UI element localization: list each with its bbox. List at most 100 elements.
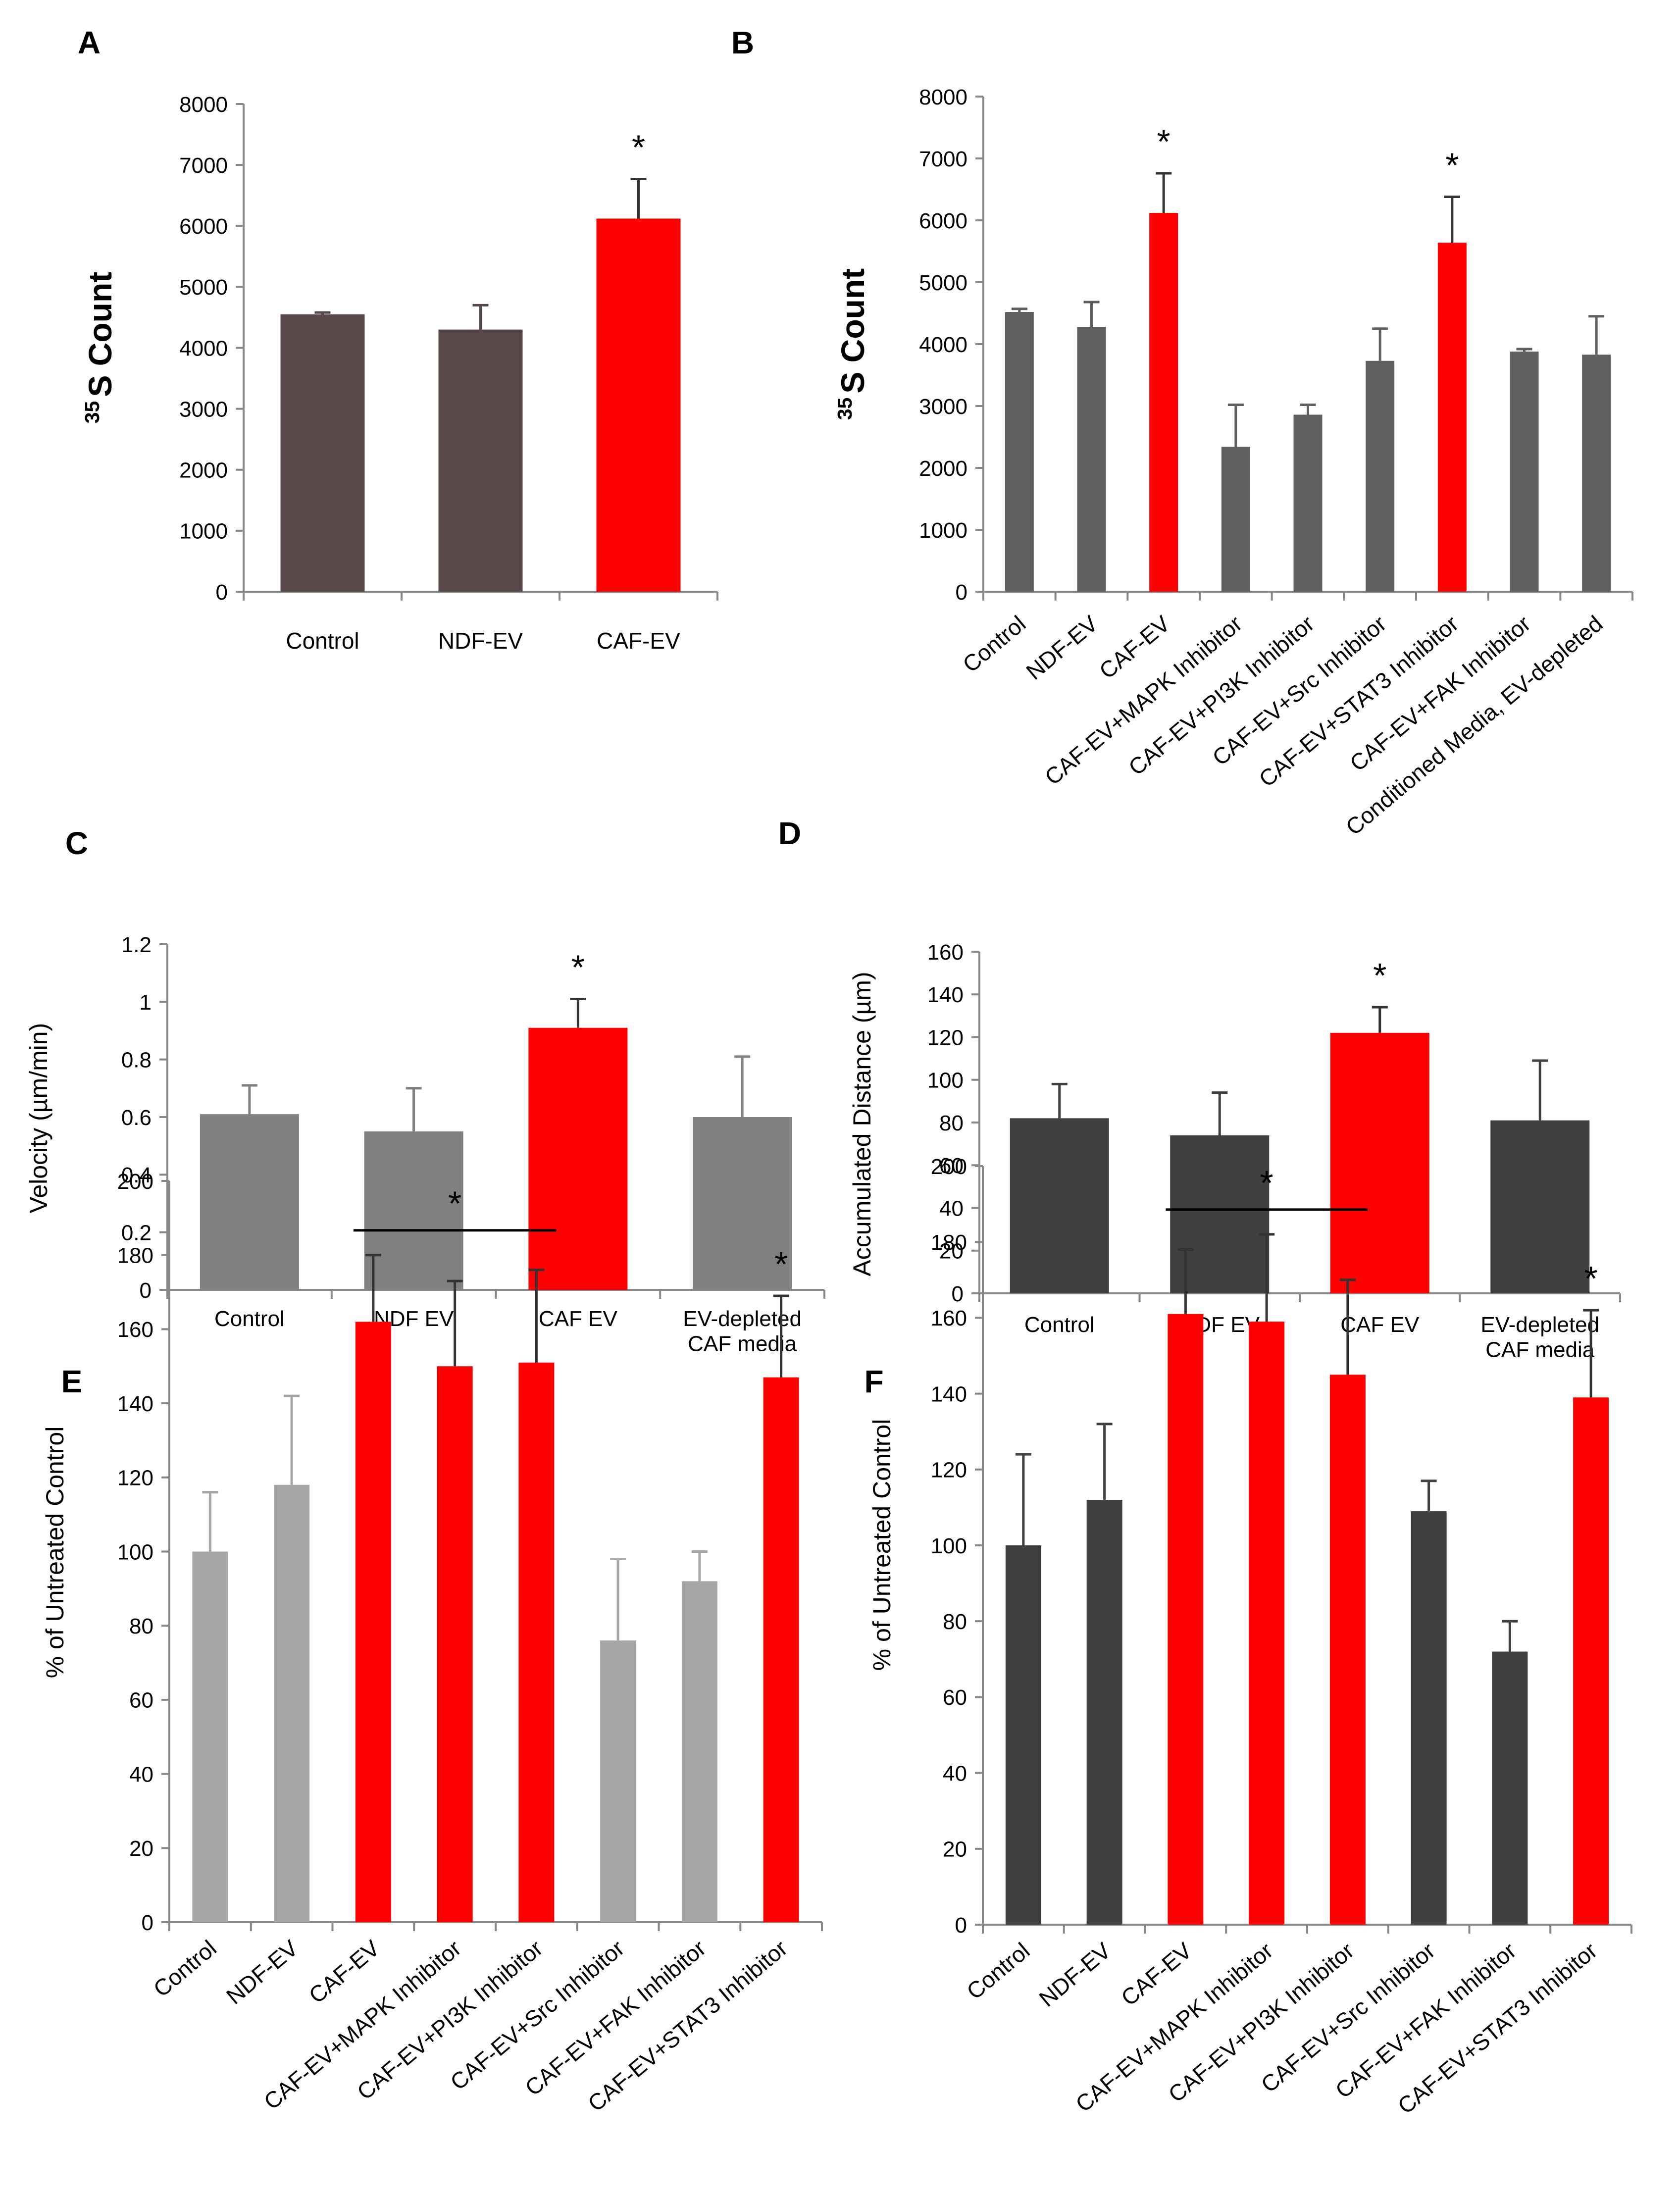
bar-control — [200, 1114, 299, 1290]
panel-letter-b: B — [731, 25, 754, 60]
y-tick-label: 60 — [943, 1685, 967, 1710]
bar-caf-ev-stat3-inhibitor — [1437, 243, 1467, 592]
x-category-label-line: Control — [214, 1307, 285, 1331]
bar-caf-ev-src-inhibitor — [1366, 360, 1395, 592]
significance-star: * — [1157, 122, 1171, 161]
y-tick-label: 120 — [117, 1466, 153, 1490]
panel-a-chart: A 35 S Count 0 1000 2000 3000 4000 5000 6000 7000 8… — [78, 25, 718, 654]
bar-ev-depleted-caf-media — [693, 1117, 792, 1290]
y-tick-label: 160 — [927, 940, 964, 965]
x-category-label: CAF-EV — [597, 628, 680, 654]
y-axis-label: 35 S Count — [833, 268, 871, 420]
y-tick-label: 0.6 — [121, 1106, 152, 1130]
y-tick-label: 6000 — [919, 209, 967, 233]
y-tick-label: 200 — [117, 1170, 153, 1194]
y-tick-label: 0 — [955, 1913, 967, 1938]
x-category-label-line: Control — [1024, 1313, 1095, 1337]
bar-caf-ev-mapk-inhibitor — [1249, 1322, 1285, 1925]
bar-conditioned-media-ev-depleted — [1582, 355, 1611, 592]
y-tick-label: 0 — [956, 580, 967, 605]
y-tick-label: 40 — [939, 1196, 964, 1221]
significance-star: * — [1445, 146, 1459, 185]
significance-star: * — [632, 128, 645, 166]
bar-control — [1005, 1545, 1041, 1925]
y-tick-label: 2000 — [919, 457, 967, 481]
y-tick-label: 8000 — [919, 85, 967, 109]
y-tick-label: 4000 — [179, 336, 228, 360]
bar-caf-ev-pi3k-inhibitor — [1329, 1375, 1366, 1925]
y-tick-label: 100 — [117, 1540, 153, 1564]
y-tick-label: 5000 — [179, 275, 228, 300]
significance-star: * — [1584, 1259, 1598, 1298]
x-category-label-line: CAF media — [1485, 1338, 1595, 1362]
y-tick-label: 40 — [943, 1761, 967, 1786]
panel-letter-f: F — [864, 1364, 883, 1399]
bar-caf-ev-pi3k-inhibitor — [1293, 414, 1323, 592]
bar-caf-ev-src-inhibitor — [600, 1640, 636, 1922]
x-category-label: EV-depleted CAF media — [683, 1307, 802, 1356]
bar-control — [1005, 312, 1034, 592]
y-tick-label: 200 — [931, 1155, 967, 1179]
x-category-label: EV-depleted CAF media — [1480, 1313, 1599, 1362]
y-tick-label: 0 — [952, 1282, 964, 1306]
y-tick-label: 3000 — [919, 395, 967, 419]
bar-control — [192, 1551, 228, 1922]
x-category-label: CAF EV — [539, 1307, 618, 1331]
x-category-label: CAF-EV — [304, 1935, 385, 2008]
bar-caf-ev — [355, 1322, 391, 1922]
y-tick-label: 140 — [931, 1382, 967, 1406]
y-tick-label: 7000 — [919, 147, 967, 171]
x-category-label-line: CAF-EV — [597, 628, 680, 654]
panel-c-chart: C Velocity (µm/min) 0 0.2 0.4 0.6 0.8 1 1.2 Contr… — [25, 825, 825, 1356]
y-tick-label: 0.2 — [121, 1221, 152, 1245]
x-category-label: CAF EV — [1340, 1313, 1420, 1337]
y-tick-label: 160 — [931, 1306, 967, 1330]
y-tick-label: 180 — [117, 1244, 153, 1268]
y-tick-label: 100 — [931, 1534, 967, 1558]
x-category-label-line: CAF media — [688, 1332, 797, 1356]
y-tick-label: 80 — [129, 1614, 153, 1638]
y-tick-label: 140 — [927, 983, 964, 1007]
y-tick-label: 0 — [216, 580, 228, 605]
bar-caf-ev — [1149, 213, 1178, 592]
y-tick-label: 20 — [129, 1837, 153, 1861]
bar-ndf-ev — [274, 1484, 310, 1922]
y-tick-label: 80 — [943, 1610, 967, 1634]
bar-caf-ev-fak-inhibitor — [681, 1581, 717, 1922]
y-axis-label: % of Untreated Control — [868, 1419, 896, 1671]
y-tick-label: 140 — [117, 1392, 153, 1416]
x-category-label: Control — [286, 628, 359, 654]
significance-star: * — [571, 948, 585, 987]
bar-caf-ev-src-inhibitor — [1411, 1511, 1447, 1925]
x-category-label: CAF-EV — [1116, 1938, 1197, 2011]
y-tick-label: 1 — [140, 990, 152, 1015]
x-category-label-line: CAF EV — [1340, 1313, 1420, 1337]
x-category-label-line: NDF-EV — [438, 628, 523, 654]
x-category-label-line: CAF EV — [539, 1307, 618, 1331]
bar-caf-ev-stat3-inhibitor — [763, 1377, 799, 1922]
y-axis-label-text: S Count — [82, 272, 118, 397]
y-tick-label: 60 — [939, 1154, 964, 1178]
y-tick-label: 0 — [140, 1278, 152, 1303]
bar-caf-ev-mapk-inhibitor — [1221, 447, 1250, 592]
x-category-label: NDF-EV — [438, 628, 523, 654]
bar-ndf-ev — [1077, 327, 1106, 592]
y-axis-label: 35 S Count — [81, 272, 118, 424]
y-tick-label: 0 — [142, 1911, 153, 1935]
bar-ndf-ev — [438, 329, 523, 592]
significance-star: * — [774, 1245, 788, 1283]
y-tick-label: 100 — [927, 1069, 964, 1093]
y-tick-label: 2000 — [179, 459, 228, 483]
bar-caf-ev — [1168, 1314, 1204, 1925]
x-category-label-line: EV-depleted — [1480, 1313, 1599, 1337]
y-axis-label-superscript: 35 — [81, 401, 103, 424]
y-tick-label: 0.4 — [121, 1163, 152, 1187]
bar-caf-ev-pi3k-inhibitor — [518, 1362, 555, 1922]
x-category-label: NDF-EV — [1021, 611, 1103, 685]
bar-caf-ev — [596, 218, 681, 592]
y-tick-label: 4000 — [919, 333, 967, 357]
panel-letter-a: A — [78, 25, 101, 60]
y-tick-label: 120 — [927, 1025, 964, 1050]
x-category-label-line: Control — [286, 628, 359, 654]
y-tick-label: 80 — [939, 1111, 964, 1135]
